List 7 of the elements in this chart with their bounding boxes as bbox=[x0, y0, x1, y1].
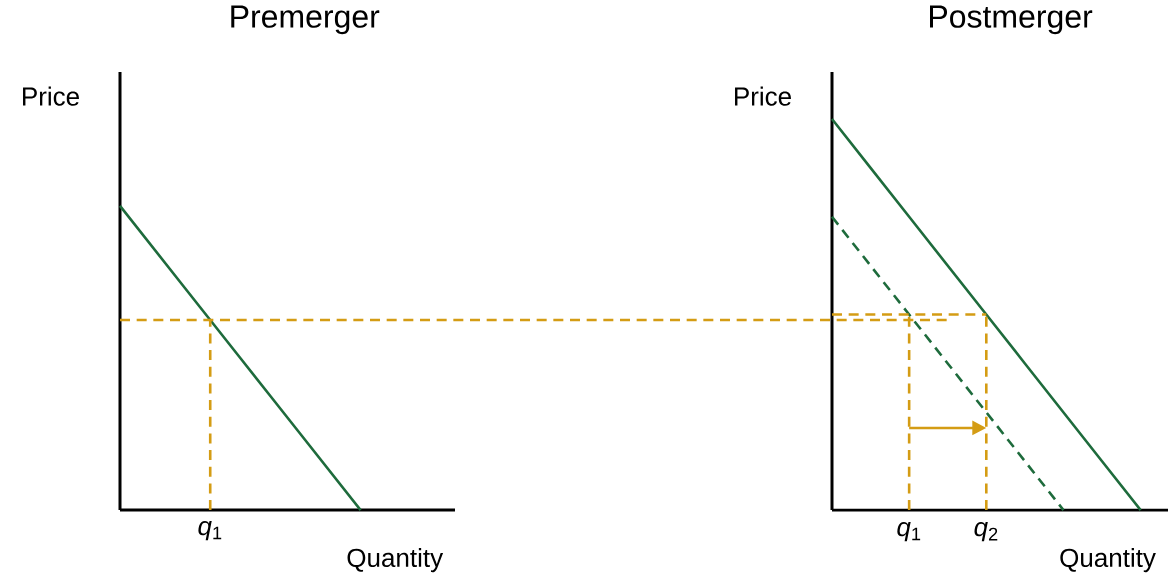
x-axis-title: Quantity bbox=[1060, 548, 1156, 573]
x-axis-title: Quantity bbox=[347, 548, 444, 573]
y-axis-title: Price bbox=[23, 86, 79, 106]
x-tick-label: q$_{2}$ bbox=[974, 522, 998, 542]
chart-title: Premerger bbox=[231, 5, 380, 35]
y-axis-title: Price bbox=[735, 86, 791, 106]
chart-title: Postmerger bbox=[930, 5, 1093, 35]
